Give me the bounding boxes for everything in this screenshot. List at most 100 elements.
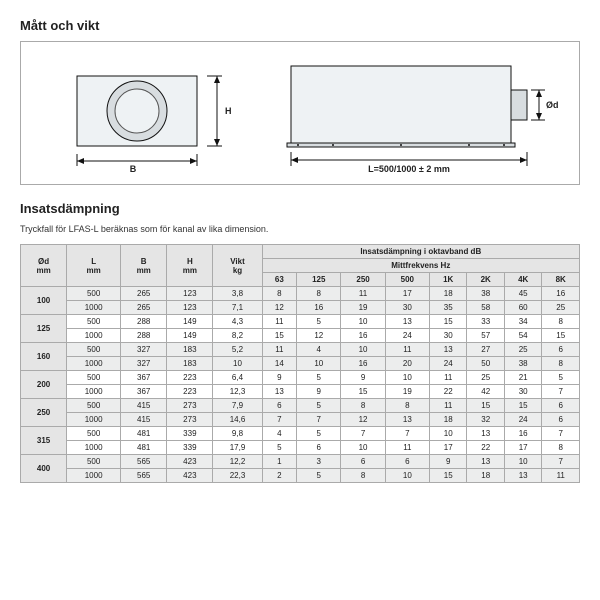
cell: 22: [467, 441, 504, 455]
cell: 7,1: [213, 301, 262, 315]
cell: 16: [297, 301, 341, 315]
cell: 15: [429, 469, 466, 483]
col-freq: 1K: [429, 273, 466, 287]
cell: 1000: [67, 329, 121, 343]
cell: 565: [121, 455, 167, 469]
cell: 5: [297, 399, 341, 413]
cell: 11: [542, 469, 580, 483]
cell: 6: [542, 413, 580, 427]
cell: 6: [341, 455, 385, 469]
cell: 481: [121, 441, 167, 455]
cell: 7: [542, 385, 580, 399]
cell: 30: [385, 301, 429, 315]
cell: 8: [341, 399, 385, 413]
cell: 17,9: [213, 441, 262, 455]
cell: 500: [67, 455, 121, 469]
cell: 8: [542, 315, 580, 329]
cell: 11: [262, 343, 297, 357]
cell: 34: [504, 315, 541, 329]
cell: 8: [542, 357, 580, 371]
front-view-drawing: H B: [37, 54, 237, 174]
cell: 54: [504, 329, 541, 343]
cell: 18: [429, 413, 466, 427]
cell: 22,3: [213, 469, 262, 483]
cell-od: 160: [21, 343, 67, 371]
cell: 1000: [67, 301, 121, 315]
cell: 423: [167, 455, 213, 469]
cell: 25: [542, 301, 580, 315]
cell: 16: [341, 357, 385, 371]
cell: 25: [467, 371, 504, 385]
damping-table: Ødmm Lmm Bmm Hmm Viktkg Insatsdämpning i…: [20, 244, 580, 483]
cell: 123: [167, 287, 213, 301]
col-freq: 8K: [542, 273, 580, 287]
cell: 123: [167, 301, 213, 315]
cell: 16: [504, 427, 541, 441]
table-row: 2505004152737,965881115156: [21, 399, 580, 413]
cell: 13: [385, 413, 429, 427]
cell: 22: [429, 385, 466, 399]
cell: 16: [542, 287, 580, 301]
cell: 14: [262, 357, 297, 371]
cell: 10: [504, 455, 541, 469]
cell: 38: [504, 357, 541, 371]
cell: 25: [504, 343, 541, 357]
cell: 183: [167, 357, 213, 371]
table-header: Ødmm Lmm Bmm Hmm Viktkg Insatsdämpning i…: [21, 245, 580, 287]
cell: 58: [467, 301, 504, 315]
cell: 273: [167, 413, 213, 427]
cell: 10: [429, 427, 466, 441]
table-row: 1605003271835,211410111327256: [21, 343, 580, 357]
table-row: 100032718310141016202450388: [21, 357, 580, 371]
cell-od: 315: [21, 427, 67, 455]
table-row: 1005002651233,888111718384516: [21, 287, 580, 301]
cell: 565: [121, 469, 167, 483]
cell: 27: [467, 343, 504, 357]
cell: 50: [467, 357, 504, 371]
cell: 11: [385, 441, 429, 455]
cell: 16: [341, 329, 385, 343]
col-l: Lmm: [67, 245, 121, 287]
side-view-drawing: Ød L=500/1000 ± 2 mm: [273, 54, 563, 174]
cell: 12,2: [213, 455, 262, 469]
cell: 500: [67, 287, 121, 301]
cell: 8: [262, 287, 297, 301]
cell: 9: [262, 371, 297, 385]
cell: 6: [297, 441, 341, 455]
cell: 38: [467, 287, 504, 301]
table-row: 100048133917,95610111722178: [21, 441, 580, 455]
damp-subtitle: Tryckfall för LFAS-L beräknas som för ka…: [20, 224, 580, 234]
cell: 13: [467, 455, 504, 469]
cell: 45: [504, 287, 541, 301]
cell: 273: [167, 399, 213, 413]
cell: 12: [262, 301, 297, 315]
cell: 57: [467, 329, 504, 343]
cell: 9: [297, 385, 341, 399]
cell: 10: [341, 315, 385, 329]
svg-text:H: H: [225, 106, 232, 116]
svg-text:B: B: [130, 164, 137, 174]
cell: 7: [262, 413, 297, 427]
cell: 19: [385, 385, 429, 399]
cell: 423: [167, 469, 213, 483]
dims-title: Mått och vikt: [20, 18, 580, 33]
cell: 5: [297, 371, 341, 385]
cell: 7,9: [213, 399, 262, 413]
cell: 33: [467, 315, 504, 329]
cell: 15: [429, 315, 466, 329]
cell: 12: [297, 329, 341, 343]
cell: 1000: [67, 385, 121, 399]
cell: 10: [385, 371, 429, 385]
cell: 339: [167, 427, 213, 441]
cell: 500: [67, 371, 121, 385]
cell: 5,2: [213, 343, 262, 357]
cell: 10: [213, 357, 262, 371]
cell: 367: [121, 385, 167, 399]
cell-od: 125: [21, 315, 67, 343]
cell: 24: [429, 357, 466, 371]
cell-od: 400: [21, 455, 67, 483]
cell: 20: [385, 357, 429, 371]
cell: 288: [121, 315, 167, 329]
cell: 5: [297, 315, 341, 329]
cell: 183: [167, 343, 213, 357]
